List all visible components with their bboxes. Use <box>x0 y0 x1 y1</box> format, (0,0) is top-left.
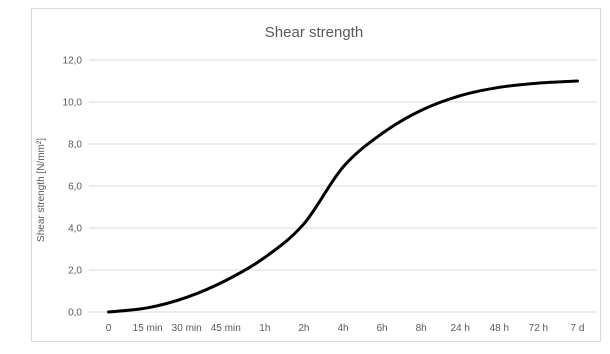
x-tick-label: 7 d <box>571 323 585 334</box>
x-tick-label: 8h <box>416 323 427 334</box>
x-axis-ticks: 0 15 min 30 min 45 min 1h 2h 4h 6h 8h 24 h 48 h 72 … <box>106 323 585 334</box>
x-tick-label: 48 h <box>490 323 509 334</box>
series-layer <box>107 79 579 314</box>
x-tick-label: 24 h <box>450 323 469 334</box>
x-tick-label: 6h <box>377 323 388 334</box>
y-tick-label: 4,0 <box>68 224 82 235</box>
y-tick-label: 6,0 <box>68 182 82 193</box>
y-axis-title: Shear strength [N/mm²] <box>36 138 47 242</box>
y-tick-label: 2,0 <box>68 266 82 277</box>
x-tick-label: 4h <box>337 323 348 334</box>
y-tick-label: 8,0 <box>68 140 82 151</box>
series-line <box>107 79 579 314</box>
chart-title: Shear strength <box>265 24 363 41</box>
x-tick-label: 72 h <box>529 323 548 334</box>
x-tick-label: 0 <box>106 323 112 334</box>
y-tick-label: 10,0 <box>63 98 83 109</box>
x-tick-label: 30 min <box>172 323 202 334</box>
y-tick-label: 12,0 <box>63 56 83 67</box>
x-tick-label: 15 min <box>133 323 163 334</box>
chart-area <box>31 8 601 342</box>
y-axis-ticks: 0,0 2,0 4,0 6,0 8,0 10,0 12,0 <box>63 56 83 319</box>
x-tick-label: 1h <box>259 323 270 334</box>
gridlines <box>89 59 597 313</box>
x-tick-label: 2h <box>298 323 309 334</box>
x-tick-label: 45 min <box>211 323 241 334</box>
y-tick-label: 0,0 <box>68 308 82 319</box>
